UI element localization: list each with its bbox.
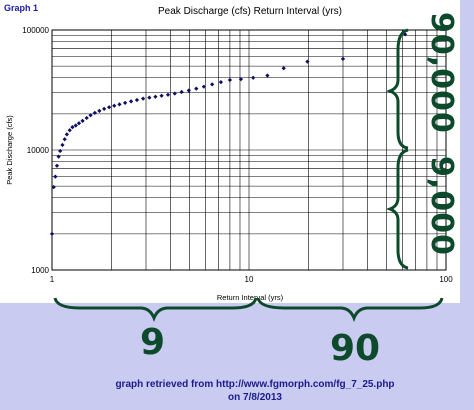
data-point [251,75,256,80]
data-point [97,108,102,113]
brace-y-small [385,148,409,270]
data-point [147,95,152,100]
brace-x-large [256,297,444,323]
plot-frame [51,29,447,271]
data-point [281,66,286,71]
data-point [53,174,58,179]
data-point [88,113,93,118]
data-point [265,73,270,78]
data-point [107,105,112,110]
y-tick-labels: 1000 10000 100000 [22,26,49,275]
y-tick-label: 1000 [31,266,49,275]
data-point [80,118,85,123]
data-point [102,106,107,112]
data-point [210,82,215,87]
data-point [194,86,199,91]
data-point [49,231,55,236]
data-point [218,79,224,85]
x-tick-label: 10 [245,275,254,284]
graph-label: Graph 1 [4,3,39,13]
data-point [159,93,164,98]
data-point [172,91,177,96]
data-point [64,132,70,137]
data-point [76,121,82,126]
x-axis-label: Return Interval (yrs) [217,293,284,302]
grid-lines [52,30,446,270]
data-point [340,56,346,61]
credit-line-2: on 7/8/2013 [228,392,282,403]
y-tick-label: 10000 [27,146,50,155]
data-point [305,59,310,64]
data-point [128,99,134,104]
annotation-90: 90 [330,328,381,369]
data-point [238,76,244,82]
data-point [140,96,146,101]
credit-line-1: graph retrieved from http://www.fgmorph.… [115,379,395,390]
data-point [92,110,97,115]
data-point [62,137,67,142]
data-point [73,123,78,128]
data-point [186,88,191,93]
chart-title: Peak Discharge (cfs) Return Interval (yr… [158,6,342,17]
data-point [153,94,158,99]
brace-y-large [385,28,409,150]
x-tick-label: 1 [50,275,55,284]
data-point [51,185,56,190]
data-point [84,115,89,121]
x-tick-label: 100 [439,275,453,284]
data-point [179,89,184,95]
data-point [122,100,128,105]
data-point [67,128,72,133]
data-point [134,97,140,103]
data-point [60,142,65,148]
data-point [165,92,171,97]
data-point [54,163,60,168]
data-point [227,77,233,83]
annotation-90000: 90,000 [424,12,459,134]
annotation-9000: 9,000 [424,156,459,256]
y-tick-label: 100000 [22,26,49,35]
annotation-9: 9 [140,322,166,363]
data-point [58,148,63,154]
data-point [56,154,61,159]
data-point [117,102,122,107]
data-point [112,103,117,108]
brace-x-small [53,297,258,323]
data-points [49,32,408,236]
y-axis-label: Peak Discharge (cfs) [5,115,14,185]
credit-text: graph retrieved from http://www.fgmorph.… [70,378,440,404]
data-point [201,84,206,89]
x-tick-labels: 1 10 100 [50,275,453,284]
